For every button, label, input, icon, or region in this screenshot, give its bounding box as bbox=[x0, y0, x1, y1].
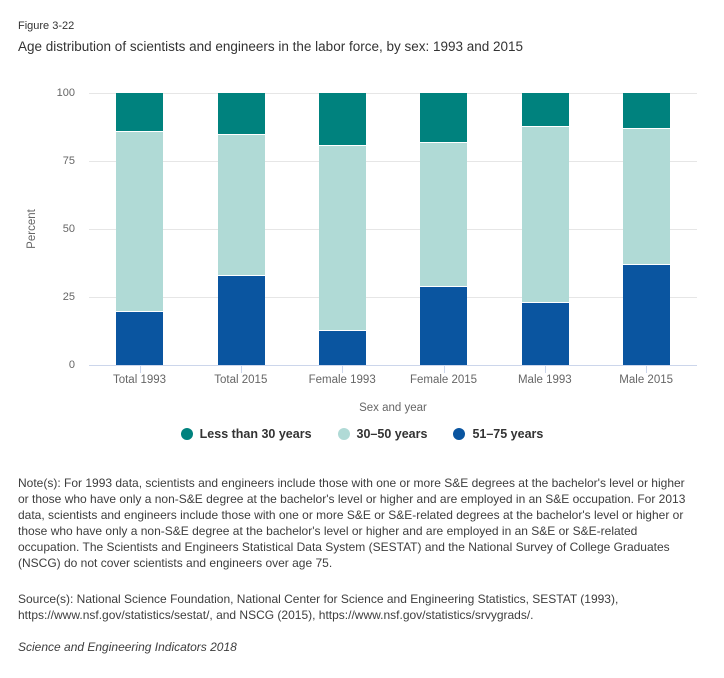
gridline-25 bbox=[89, 297, 697, 298]
gridline-100 bbox=[89, 93, 697, 94]
category-label: Female 1993 bbox=[308, 374, 376, 386]
x-tick bbox=[646, 366, 648, 373]
y-tick-label-100: 100 bbox=[56, 87, 75, 99]
x-tick bbox=[139, 366, 141, 373]
category-label: Total 1993 bbox=[112, 374, 167, 386]
bar-segment[interactable] bbox=[217, 133, 265, 276]
bar-segment[interactable] bbox=[116, 131, 164, 311]
legend-label: 51–75 years bbox=[472, 427, 544, 441]
plot-area bbox=[89, 93, 697, 366]
bar-segment[interactable] bbox=[318, 329, 366, 365]
bar-segment[interactable] bbox=[116, 93, 164, 132]
figure-label: Figure 3-22 bbox=[18, 20, 75, 32]
x-tick bbox=[443, 366, 445, 373]
legend-label: 30–50 years bbox=[356, 427, 428, 441]
legend-marker-icon bbox=[453, 428, 466, 440]
category-label: Male 1993 bbox=[517, 374, 572, 386]
bar-segment[interactable] bbox=[622, 128, 670, 265]
y-tick-label-50: 50 bbox=[62, 223, 75, 235]
bar-segment[interactable] bbox=[116, 310, 164, 365]
footer-text: Science and Engineering Indicators 2018 bbox=[18, 640, 237, 654]
x-axis-title: Sex and year bbox=[359, 402, 427, 414]
bar-segment[interactable] bbox=[420, 286, 468, 365]
bar-segment[interactable] bbox=[521, 125, 569, 303]
bar-segment[interactable] bbox=[622, 93, 670, 129]
bar-segment[interactable] bbox=[521, 93, 569, 126]
page-title: Age distribution of scientists and engin… bbox=[18, 39, 524, 54]
y-tick-label-0: 0 bbox=[68, 359, 75, 371]
y-tick-label-25: 25 bbox=[62, 291, 75, 303]
bar-segment[interactable] bbox=[420, 93, 468, 142]
legend-marker-icon bbox=[180, 428, 193, 440]
category-label: Female 2015 bbox=[409, 374, 478, 386]
source-text: Source(s): National Science Foundation, … bbox=[18, 592, 619, 622]
legend-marker-icon bbox=[337, 428, 350, 440]
bar-segment[interactable] bbox=[217, 275, 265, 365]
gridline-50 bbox=[89, 229, 697, 230]
bar-segment[interactable] bbox=[217, 93, 265, 134]
x-tick bbox=[545, 366, 546, 373]
legend-item[interactable]: 30–50 years bbox=[337, 427, 428, 441]
bar-segment[interactable] bbox=[420, 141, 468, 287]
chart-legend: Less than 30 years 30–50 years 51–75 years bbox=[0, 427, 724, 441]
legend-item[interactable]: Less than 30 years bbox=[180, 427, 312, 441]
category-label: Male 2015 bbox=[619, 374, 674, 386]
legend-item[interactable]: 51–75 years bbox=[453, 427, 543, 441]
legend-label: Less than 30 years bbox=[199, 427, 312, 441]
bar-segment[interactable] bbox=[318, 144, 366, 330]
notes-text: Note(s): For 1993 data, scientists and e… bbox=[18, 476, 686, 570]
gridline-75 bbox=[89, 161, 697, 162]
y-tick-label-75: 75 bbox=[62, 155, 75, 167]
bar-segment[interactable] bbox=[521, 302, 569, 365]
category-label: Total 2015 bbox=[214, 374, 268, 386]
x-tick bbox=[241, 366, 242, 373]
bar-segment[interactable] bbox=[622, 264, 670, 365]
bar-segment[interactable] bbox=[318, 93, 366, 145]
x-tick bbox=[342, 366, 344, 373]
